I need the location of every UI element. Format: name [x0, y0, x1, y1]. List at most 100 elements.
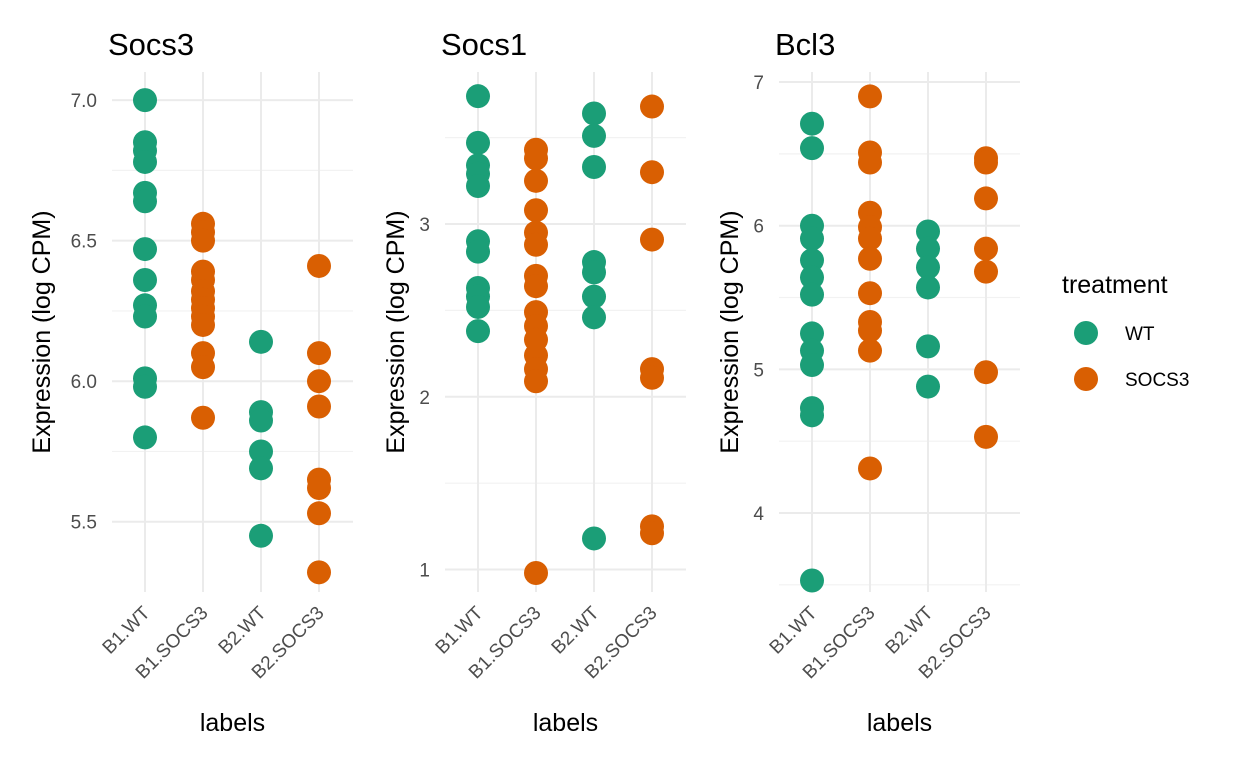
point-wt [133, 425, 157, 450]
point-wt [466, 294, 490, 319]
x-tick-label: B1.WT [99, 602, 155, 658]
point-wt [582, 260, 606, 285]
y-axis-title: Expression (log CPM) [28, 210, 56, 453]
point-wt [249, 523, 273, 548]
point-socs3 [191, 405, 215, 430]
point-socs3 [524, 146, 548, 171]
legend: treatment WT SOCS3 [1062, 271, 1189, 391]
point-wt [133, 268, 157, 292]
point-socs3 [307, 369, 331, 394]
point-socs3 [524, 168, 548, 193]
point-socs3 [858, 318, 882, 343]
point-socs3 [307, 394, 331, 419]
point-wt [800, 403, 824, 428]
y-tick-label: 6.0 [71, 372, 97, 393]
point-socs3 [974, 186, 998, 211]
point-wt [249, 329, 273, 354]
point-wt [582, 123, 606, 148]
point-wt [800, 136, 824, 161]
y-tick-label: 2 [419, 388, 430, 409]
point-socs3 [640, 365, 664, 390]
y-tick-label: 6 [753, 217, 764, 238]
y-tick-label: 1 [419, 561, 430, 582]
point-socs3 [524, 198, 548, 223]
y-tick-label: 7 [753, 73, 764, 94]
x-tick-label: B2.WT [215, 602, 271, 658]
point-wt [466, 174, 490, 199]
panel-title: Bcl3 [775, 27, 835, 62]
point-wt [800, 111, 824, 136]
x-axis-title: labels [867, 709, 932, 737]
point-wt [133, 374, 157, 399]
panel-title: Socs3 [108, 27, 194, 62]
point-socs3 [307, 476, 331, 500]
point-wt [916, 374, 940, 399]
y-tick-label: 7.0 [71, 91, 97, 112]
point-socs3 [858, 84, 882, 109]
point-wt [800, 282, 824, 307]
point-socs3 [307, 501, 331, 526]
point-wt [916, 275, 940, 300]
point-socs3 [524, 369, 548, 394]
point-wt [133, 237, 157, 262]
y-axis-title: Expression (log CPM) [716, 210, 744, 453]
point-socs3 [524, 560, 548, 585]
point-socs3 [307, 341, 331, 366]
point-socs3 [974, 360, 998, 385]
point-wt [800, 321, 824, 346]
x-axis-title: labels [200, 709, 265, 737]
point-wt [133, 88, 157, 113]
point-socs3 [524, 232, 548, 257]
legend-label-wt: WT [1125, 324, 1155, 345]
y-tick-label: 3 [419, 215, 430, 236]
point-socs3 [307, 560, 331, 585]
point-socs3 [974, 150, 998, 175]
point-wt [133, 189, 157, 214]
y-tick-label: 6.5 [71, 232, 97, 253]
point-wt [582, 305, 606, 330]
point-wt [800, 353, 824, 378]
point-wt [582, 526, 606, 551]
point-wt [916, 255, 940, 280]
point-socs3 [191, 228, 215, 253]
point-socs3 [524, 274, 548, 299]
point-wt [582, 155, 606, 180]
point-socs3 [640, 160, 664, 185]
x-tick-label: B1.WT [766, 602, 822, 658]
point-socs3 [858, 338, 882, 363]
point-wt [466, 319, 490, 344]
y-tick-label: 5.5 [71, 513, 97, 534]
point-wt [466, 84, 490, 109]
point-wt [916, 236, 940, 261]
point-socs3 [191, 312, 215, 337]
y-tick-label: 5 [753, 360, 764, 381]
x-tick-label: B1.WT [432, 602, 488, 658]
point-wt [916, 334, 940, 359]
point-socs3 [191, 355, 215, 380]
legend-key-socs3 [1074, 367, 1098, 391]
point-wt [249, 439, 273, 464]
legend-title: treatment [1062, 271, 1168, 299]
point-wt [800, 248, 824, 273]
point-wt [466, 130, 490, 155]
point-socs3 [974, 236, 998, 261]
point-wt [249, 408, 273, 433]
point-socs3 [307, 253, 331, 278]
point-socs3 [858, 456, 882, 481]
y-axis-title: Expression (log CPM) [382, 210, 410, 453]
point-socs3 [974, 424, 998, 449]
point-socs3 [640, 227, 664, 252]
point-socs3 [858, 246, 882, 271]
point-socs3 [640, 521, 664, 546]
panel-title: Socs1 [441, 27, 527, 62]
point-socs3 [640, 94, 664, 119]
point-wt [582, 101, 606, 126]
point-socs3 [974, 259, 998, 284]
legend-label-socs3: SOCS3 [1125, 370, 1189, 391]
point-wt [466, 239, 490, 264]
x-tick-label: B2.WT [548, 602, 604, 658]
